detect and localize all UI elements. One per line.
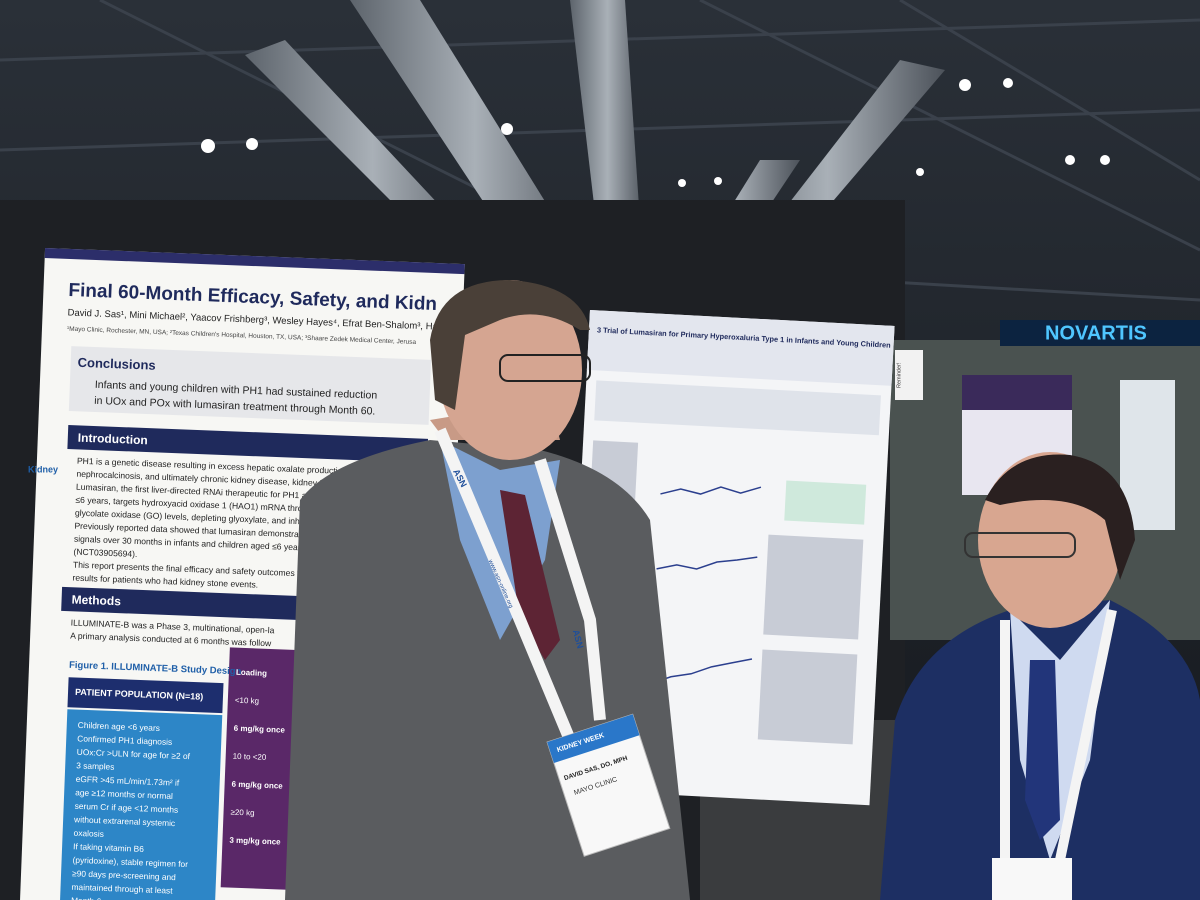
bar-figure xyxy=(784,480,867,525)
criteria-text: eGFR >45 mL/min/1.73m² if xyxy=(76,774,181,788)
dosing-text: Loading xyxy=(236,668,268,678)
criteria-box xyxy=(59,709,223,900)
criteria-text: UOx:Cr >ULN for age for ≥2 of xyxy=(77,747,191,761)
dosing-text: ≥20 kg xyxy=(230,808,254,818)
population-label: PATIENT POPULATION (N=18) xyxy=(75,687,204,702)
conclusions-box xyxy=(68,346,432,425)
poster-header xyxy=(586,309,895,386)
reminder-card xyxy=(895,350,923,400)
dosing-text: <10 kg xyxy=(235,696,260,706)
brand-sign: NOVARTIS xyxy=(1045,322,1147,344)
reminder-sign: Reminder! xyxy=(896,362,902,388)
man-right xyxy=(880,452,1200,900)
criteria-text: If taking vitamin B6 xyxy=(73,841,144,854)
man-left xyxy=(285,280,690,900)
population-box xyxy=(67,677,224,714)
criteria-text: oxalosis xyxy=(73,828,104,839)
sign-panel xyxy=(1000,320,1200,346)
criteria-text: 3 samples xyxy=(76,760,115,771)
section-heading: Conclusions xyxy=(77,355,156,373)
criteria-text: without extrarenal systemic xyxy=(73,814,175,828)
section-heading: Introduction xyxy=(78,431,148,448)
poster-text: (NCT03905694). xyxy=(73,547,137,559)
section-heading: Methods xyxy=(71,592,121,608)
introduction-bar xyxy=(67,425,429,463)
criteria-text: age ≥12 months or normal xyxy=(75,787,173,801)
far-poster-header xyxy=(962,375,1072,410)
conclusion-strip xyxy=(594,380,881,436)
dosing-text: 3 mg/kg once xyxy=(229,836,281,847)
dosing-text: 10 to <20 xyxy=(233,752,267,762)
criteria-text: Children age <6 years xyxy=(78,720,160,733)
lanyard-text: ASN xyxy=(571,629,586,650)
criteria-text: Month 6 xyxy=(71,895,102,900)
far-poster-2 xyxy=(1120,380,1175,530)
criteria-text: maintained through at least xyxy=(71,882,173,896)
poster-plots xyxy=(650,486,762,685)
criteria-text: serum Cr if age <12 months xyxy=(74,801,178,815)
dosing-text: 6 mg/kg once xyxy=(234,724,286,735)
criteria-text: Confirmed PH1 diagnosis xyxy=(77,733,172,747)
dosing-text: 6 mg/kg once xyxy=(231,780,283,791)
kidney-sticker: Kidney xyxy=(28,464,58,474)
criteria-text: (pyridoxine), stable regimen for xyxy=(72,855,188,869)
criteria-text: ≥90 days pre-screening and xyxy=(72,868,176,882)
poster-stripe xyxy=(44,248,465,275)
